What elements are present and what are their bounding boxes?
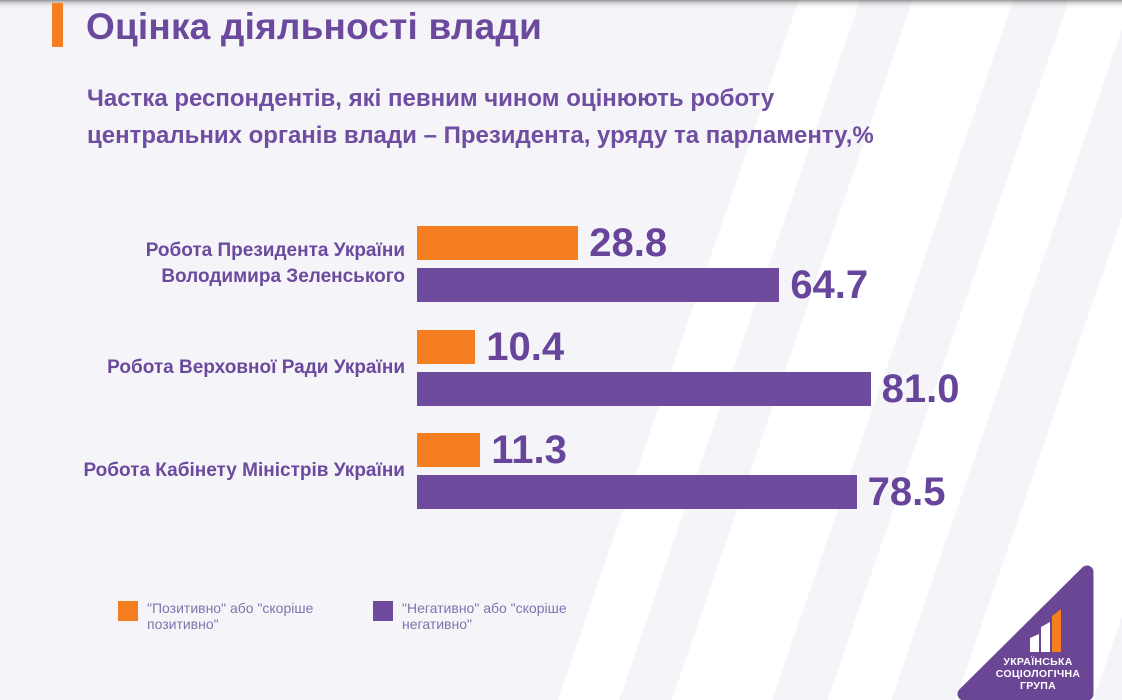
bar-row: 11.3 <box>417 428 567 472</box>
value-label: 64.7 <box>790 263 869 307</box>
category-label: Робота Президента України Володимира Зеле… <box>145 240 405 287</box>
legend-label-negative: "Негативно" або "скоріше негативно" <box>402 600 567 632</box>
bar-row: 10.4 <box>417 325 565 369</box>
bar-negative <box>417 372 871 406</box>
bar-row: 78.5 <box>417 470 946 514</box>
title-accent-bar <box>52 3 63 47</box>
subtitle-line: Частка респондентів, які певним чином оц… <box>87 85 775 112</box>
logo-text-line: ГРУПА <box>1020 680 1056 692</box>
legend-item-positive: "Позитивно" або "скоріше позитивно" <box>118 600 313 632</box>
bar-negative <box>417 475 857 509</box>
company-logo: УКРАЇНСЬКА СОЦІОЛОГІЧНА ГРУПА <box>957 565 1094 700</box>
chart-group: Робота Кабінету Міністрів України 11.3 78.… <box>0 428 1122 514</box>
legend-swatch-positive <box>118 601 138 621</box>
logo-text-line: СОЦІОЛОГІЧНА <box>996 668 1081 680</box>
chart-subtitle: Частка респондентів, які певним чином оц… <box>87 80 874 154</box>
logo-bar-icon <box>1052 609 1061 652</box>
logo-bar-icon <box>1030 634 1039 652</box>
top-edge-shadow <box>0 0 1122 10</box>
logo-bar-icon <box>1041 622 1050 652</box>
value-label: 10.4 <box>486 325 565 369</box>
value-label: 81.0 <box>881 367 960 411</box>
category-label: Робота Кабінету Міністрів України <box>83 460 405 481</box>
value-label: 11.3 <box>491 428 567 472</box>
legend-swatch-negative <box>373 601 393 621</box>
category-label: Робота Верховної Ради України <box>107 357 405 378</box>
value-label: 28.8 <box>589 221 668 265</box>
logo-triangle <box>957 565 1094 700</box>
page-title: Оцінка діяльності влади <box>86 6 543 47</box>
subtitle-line: центральних органів влади – Президента, … <box>87 122 874 149</box>
value-label: 78.5 <box>867 470 946 514</box>
legend-item-negative: "Негативно" або "скоріше негативно" <box>373 600 567 632</box>
bar-positive <box>417 433 481 467</box>
chart-group: Робота Верховної Ради України 10.4 81.0 <box>0 325 1122 411</box>
bar-positive <box>417 226 579 260</box>
chart-group: Робота Президента України Володимира Зеле… <box>0 221 1122 307</box>
bar-positive <box>417 330 476 364</box>
bar-negative <box>417 268 780 302</box>
legend-label-positive: "Позитивно" або "скоріше позитивно" <box>147 600 314 632</box>
logo-text-line: УКРАЇНСЬКА <box>1003 655 1072 668</box>
bar-row: 81.0 <box>417 367 960 411</box>
bar-row: 64.7 <box>417 263 869 307</box>
bar-row: 28.8 <box>417 221 668 265</box>
